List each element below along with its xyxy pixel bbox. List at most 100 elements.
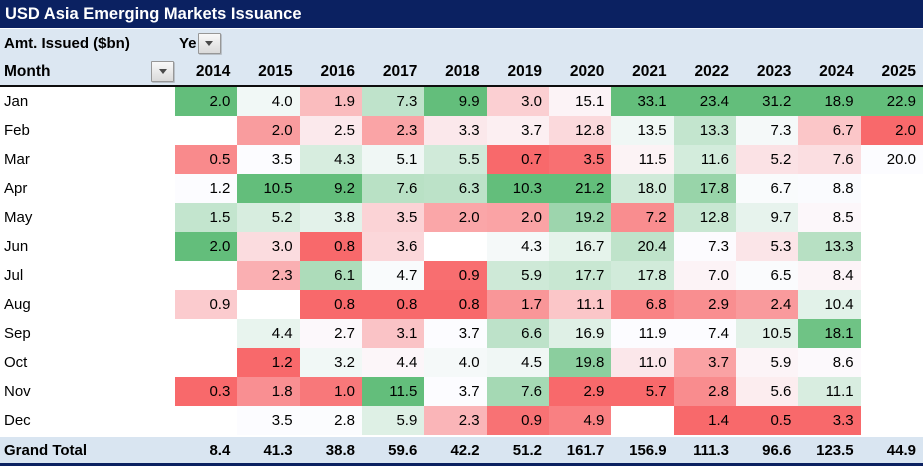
data-cell[interactable] [860,232,923,261]
data-cell[interactable]: 7.3 [735,116,799,145]
data-cell[interactable]: 11.5 [361,377,425,406]
data-cell[interactable]: 0.9 [486,406,549,435]
data-cell[interactable]: 3.1 [361,319,425,348]
data-cell[interactable]: 9.9 [424,87,487,116]
data-cell[interactable]: 10.4 [798,290,861,319]
data-cell[interactable]: 3.5 [548,145,612,174]
data-cell[interactable]: 3.5 [237,406,300,435]
data-cell[interactable]: 20.4 [611,232,674,261]
year-header-cell[interactable]: 2023 [756,62,792,80]
data-cell[interactable] [175,406,238,435]
data-cell[interactable]: 5.9 [486,261,549,290]
month-cell[interactable]: Dec [4,412,31,429]
data-cell[interactable]: 15.1 [548,87,612,116]
data-cell[interactable]: 6.7 [798,116,861,145]
data-cell[interactable]: 23.4 [673,87,736,116]
year-header-cell[interactable]: 2015 [258,62,293,80]
month-filter-dropdown-button[interactable] [151,61,174,82]
data-cell[interactable] [175,116,238,145]
data-cell[interactable]: 3.7 [424,319,487,348]
year-header-cell[interactable]: 2019 [507,62,542,80]
month-cell[interactable]: Sep [4,325,31,342]
data-cell[interactable]: 5.6 [735,377,799,406]
data-cell[interactable]: 16.7 [548,232,612,261]
year-header-cell[interactable]: 2024 [819,62,854,80]
data-cell[interactable]: 11.9 [611,319,674,348]
data-cell[interactable]: 0.8 [299,290,362,319]
grand-total-cell[interactable]: 8.4 [209,441,231,459]
data-cell[interactable]: 2.3 [424,406,487,435]
data-cell[interactable]: 1.5 [175,203,238,232]
data-cell[interactable]: 6.7 [735,174,799,203]
data-cell[interactable]: 5.9 [361,406,425,435]
data-cell[interactable] [175,319,238,348]
data-cell[interactable] [860,319,923,348]
data-cell[interactable]: 4.0 [237,87,300,116]
data-cell[interactable]: 4.4 [237,319,300,348]
data-cell[interactable] [611,406,674,435]
year-header-cell[interactable]: 2016 [320,62,355,80]
data-cell[interactable]: 7.3 [361,87,425,116]
data-cell[interactable]: 18.0 [611,174,674,203]
grand-total-cell[interactable]: 41.3 [263,441,293,459]
data-cell[interactable]: 5.2 [735,145,799,174]
month-cell[interactable]: Oct [4,354,28,371]
data-cell[interactable]: 3.3 [798,406,861,435]
year-header-cell[interactable]: 2021 [632,62,667,80]
grand-total-cell[interactable]: 51.2 [512,441,542,459]
data-cell[interactable]: 7.3 [673,232,736,261]
data-cell[interactable]: 5.5 [424,145,487,174]
data-cell[interactable] [860,203,923,232]
data-cell[interactable]: 0.7 [486,145,549,174]
data-cell[interactable] [860,377,923,406]
grand-total-cell[interactable]: 38.8 [325,441,355,459]
data-cell[interactable]: 10.3 [486,174,549,203]
data-cell[interactable]: 19.8 [548,348,612,377]
grand-total-cell[interactable]: 59.6 [388,441,418,459]
data-cell[interactable]: 5.3 [735,232,799,261]
year-header-cell[interactable]: 2025 [881,62,916,80]
data-cell[interactable]: 2.3 [237,261,300,290]
grand-total-cell[interactable]: 96.6 [762,441,792,459]
data-cell[interactable]: 3.8 [299,203,362,232]
data-cell[interactable] [860,261,923,290]
data-cell[interactable]: 12.8 [548,116,612,145]
data-cell[interactable]: 12.8 [673,203,736,232]
data-cell[interactable]: 16.9 [548,319,612,348]
data-cell[interactable]: 20.0 [860,145,923,174]
data-cell[interactable]: 2.8 [673,377,736,406]
month-cell[interactable]: Feb [4,122,30,139]
grand-total-cell[interactable]: 44.9 [886,441,916,459]
month-cell[interactable]: Jun [4,238,29,255]
data-cell[interactable]: 1.7 [486,290,549,319]
month-cell[interactable]: Aug [4,296,31,313]
month-cell[interactable]: Apr [4,180,28,197]
data-cell[interactable]: 5.2 [237,203,300,232]
data-cell[interactable]: 3.7 [424,377,487,406]
data-cell[interactable]: 5.7 [611,377,674,406]
month-cell[interactable]: Jan [4,93,29,110]
year-header-cell[interactable]: 2022 [694,62,729,80]
data-cell[interactable]: 4.0 [424,348,487,377]
year-header-cell[interactable]: 2017 [382,62,418,80]
data-cell[interactable]: 4.7 [361,261,425,290]
data-cell[interactable]: 1.0 [299,377,362,406]
data-cell[interactable] [860,348,923,377]
data-cell[interactable]: 2.9 [673,290,736,319]
data-cell[interactable] [860,174,923,203]
data-cell[interactable]: 13.5 [611,116,674,145]
data-cell[interactable]: 5.9 [735,348,799,377]
data-cell[interactable]: 11.6 [673,145,736,174]
data-cell[interactable]: 13.3 [673,116,736,145]
data-cell[interactable]: 4.3 [299,145,362,174]
data-cell[interactable]: 4.9 [548,406,612,435]
data-cell[interactable]: 3.5 [237,145,300,174]
data-cell[interactable]: 4.4 [361,348,425,377]
data-cell[interactable]: 1.2 [237,348,300,377]
data-cell[interactable]: 2.0 [175,232,238,261]
data-cell[interactable]: 0.9 [424,261,487,290]
data-cell[interactable]: 18.9 [798,87,861,116]
data-cell[interactable]: 5.1 [361,145,425,174]
data-cell[interactable]: 2.7 [299,319,362,348]
data-cell[interactable]: 7.4 [673,319,736,348]
